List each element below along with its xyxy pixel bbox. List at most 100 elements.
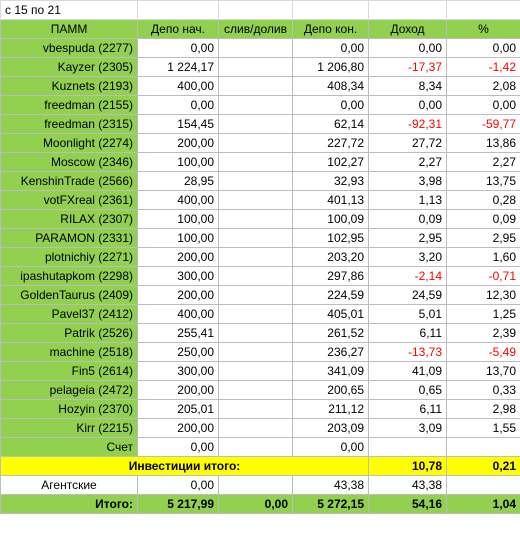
percent-cell[interactable] [446, 437, 520, 457]
depo-start-cell[interactable]: 0,00 [137, 38, 219, 58]
depo-start-cell[interactable]: 1 224,17 [137, 57, 219, 77]
pamm-name-cell[interactable]: Kayzer (2305) [0, 57, 138, 77]
income-cell[interactable]: 8,34 [368, 76, 447, 96]
income-cell[interactable]: 3,09 [368, 418, 447, 438]
withdraw-deposit-cell[interactable] [218, 323, 293, 343]
withdraw-deposit-cell[interactable] [218, 228, 293, 248]
income-cell[interactable]: -2,14 [368, 266, 447, 286]
header-pamm[interactable]: ПАММ [0, 19, 138, 39]
depo-end-cell[interactable]: 1 206,80 [292, 57, 369, 77]
withdraw-deposit-cell[interactable] [218, 190, 293, 210]
depo-end-cell[interactable]: 200,65 [292, 380, 369, 400]
income-cell[interactable]: 2,95 [368, 228, 447, 248]
pamm-name-cell[interactable]: plotnichiy (2271) [0, 247, 138, 267]
depo-end-cell[interactable]: 405,01 [292, 304, 369, 324]
depo-start-cell[interactable]: 0,00 [137, 95, 219, 115]
depo-start-cell[interactable]: 100,00 [137, 228, 219, 248]
depo-end-cell[interactable]: 341,09 [292, 361, 369, 381]
depo-end-cell[interactable]: 401,13 [292, 190, 369, 210]
depo-start-cell[interactable]: 200,00 [137, 133, 219, 153]
withdraw-deposit-cell[interactable] [218, 209, 293, 229]
income-cell[interactable]: -92,31 [368, 114, 447, 134]
percent-cell[interactable]: 2,08 [446, 76, 520, 96]
percent-cell[interactable]: 13,70 [446, 361, 520, 381]
pamm-name-cell[interactable]: Moonlight (2274) [0, 133, 138, 153]
depo-start-cell[interactable]: 200,00 [137, 247, 219, 267]
withdraw-deposit-cell[interactable] [218, 285, 293, 305]
header-depo-end[interactable]: Депо кон. [292, 19, 369, 39]
total-start-cell[interactable]: 5 217,99 [137, 494, 219, 514]
percent-cell[interactable]: 0,00 [446, 38, 520, 58]
pamm-name-cell[interactable]: votFXreal (2361) [0, 190, 138, 210]
agent-start-cell[interactable]: 0,00 [137, 475, 219, 495]
pamm-name-cell[interactable]: freedman (2155) [0, 95, 138, 115]
income-cell[interactable]: 27,72 [368, 133, 447, 153]
income-cell[interactable] [368, 437, 447, 457]
pamm-name-cell[interactable]: KenshinTrade (2566) [0, 171, 138, 191]
investments-total-label[interactable]: Инвестиции итого: [0, 456, 369, 476]
pamm-name-cell[interactable]: Fin5 (2614) [0, 361, 138, 381]
withdraw-deposit-cell[interactable] [218, 95, 293, 115]
agent-percent-cell[interactable] [446, 475, 520, 495]
investments-income-cell[interactable]: 10,78 [368, 456, 447, 476]
percent-cell[interactable]: 12,30 [446, 285, 520, 305]
empty-cell[interactable] [446, 0, 520, 20]
pamm-name-cell[interactable]: Pavel37 (2412) [0, 304, 138, 324]
pamm-name-cell[interactable]: Счет [0, 437, 138, 457]
depo-end-cell[interactable]: 297,86 [292, 266, 369, 286]
depo-end-cell[interactable]: 62,14 [292, 114, 369, 134]
withdraw-deposit-cell[interactable] [218, 361, 293, 381]
percent-cell[interactable]: -59,77 [446, 114, 520, 134]
depo-start-cell[interactable]: 28,95 [137, 171, 219, 191]
depo-end-cell[interactable]: 32,93 [292, 171, 369, 191]
depo-start-cell[interactable]: 100,00 [137, 209, 219, 229]
income-cell[interactable]: 2,27 [368, 152, 447, 172]
depo-end-cell[interactable]: 203,20 [292, 247, 369, 267]
depo-end-cell[interactable]: 203,09 [292, 418, 369, 438]
pamm-name-cell[interactable]: PARAMON (2331) [0, 228, 138, 248]
agent-income-cell[interactable]: 43,38 [368, 475, 447, 495]
depo-start-cell[interactable]: 300,00 [137, 266, 219, 286]
percent-cell[interactable]: 1,55 [446, 418, 520, 438]
income-cell[interactable]: 5,01 [368, 304, 447, 324]
income-cell[interactable]: 0,00 [368, 95, 447, 115]
depo-end-cell[interactable]: 0,00 [292, 95, 369, 115]
depo-end-cell[interactable]: 408,34 [292, 76, 369, 96]
depo-start-cell[interactable]: 0,00 [137, 437, 219, 457]
withdraw-deposit-cell[interactable] [218, 57, 293, 77]
pamm-name-cell[interactable]: Hozyin (2370) [0, 399, 138, 419]
percent-cell[interactable]: 2,95 [446, 228, 520, 248]
depo-start-cell[interactable]: 200,00 [137, 285, 219, 305]
income-cell[interactable]: 0,09 [368, 209, 447, 229]
pamm-name-cell[interactable]: Kirr (2215) [0, 418, 138, 438]
depo-start-cell[interactable]: 300,00 [137, 361, 219, 381]
withdraw-deposit-cell[interactable] [218, 266, 293, 286]
depo-end-cell[interactable]: 261,52 [292, 323, 369, 343]
depo-start-cell[interactable]: 250,00 [137, 342, 219, 362]
percent-cell[interactable]: 2,39 [446, 323, 520, 343]
income-cell[interactable]: -17,37 [368, 57, 447, 77]
pamm-name-cell[interactable]: RILAX (2307) [0, 209, 138, 229]
pamm-name-cell[interactable]: machine (2518) [0, 342, 138, 362]
withdraw-deposit-cell[interactable] [218, 114, 293, 134]
percent-cell[interactable]: 1,60 [446, 247, 520, 267]
depo-start-cell[interactable]: 205,01 [137, 399, 219, 419]
withdraw-deposit-cell[interactable] [218, 380, 293, 400]
grand-total-label[interactable]: Итого: [0, 494, 138, 514]
percent-cell[interactable]: 2,27 [446, 152, 520, 172]
depo-end-cell[interactable]: 211,12 [292, 399, 369, 419]
withdraw-deposit-cell[interactable] [218, 418, 293, 438]
withdraw-deposit-cell[interactable] [218, 304, 293, 324]
withdraw-deposit-cell[interactable] [218, 76, 293, 96]
empty-cell[interactable] [292, 0, 369, 20]
percent-cell[interactable]: 0,33 [446, 380, 520, 400]
income-cell[interactable]: 1,13 [368, 190, 447, 210]
income-cell[interactable]: 6,11 [368, 323, 447, 343]
total-percent-cell[interactable]: 1,04 [446, 494, 520, 514]
percent-cell[interactable]: -1,42 [446, 57, 520, 77]
pamm-name-cell[interactable]: Kuznets (2193) [0, 76, 138, 96]
depo-end-cell[interactable]: 224,59 [292, 285, 369, 305]
percent-cell[interactable]: 13,86 [446, 133, 520, 153]
total-end-cell[interactable]: 5 272,15 [292, 494, 369, 514]
withdraw-deposit-cell[interactable] [218, 437, 293, 457]
